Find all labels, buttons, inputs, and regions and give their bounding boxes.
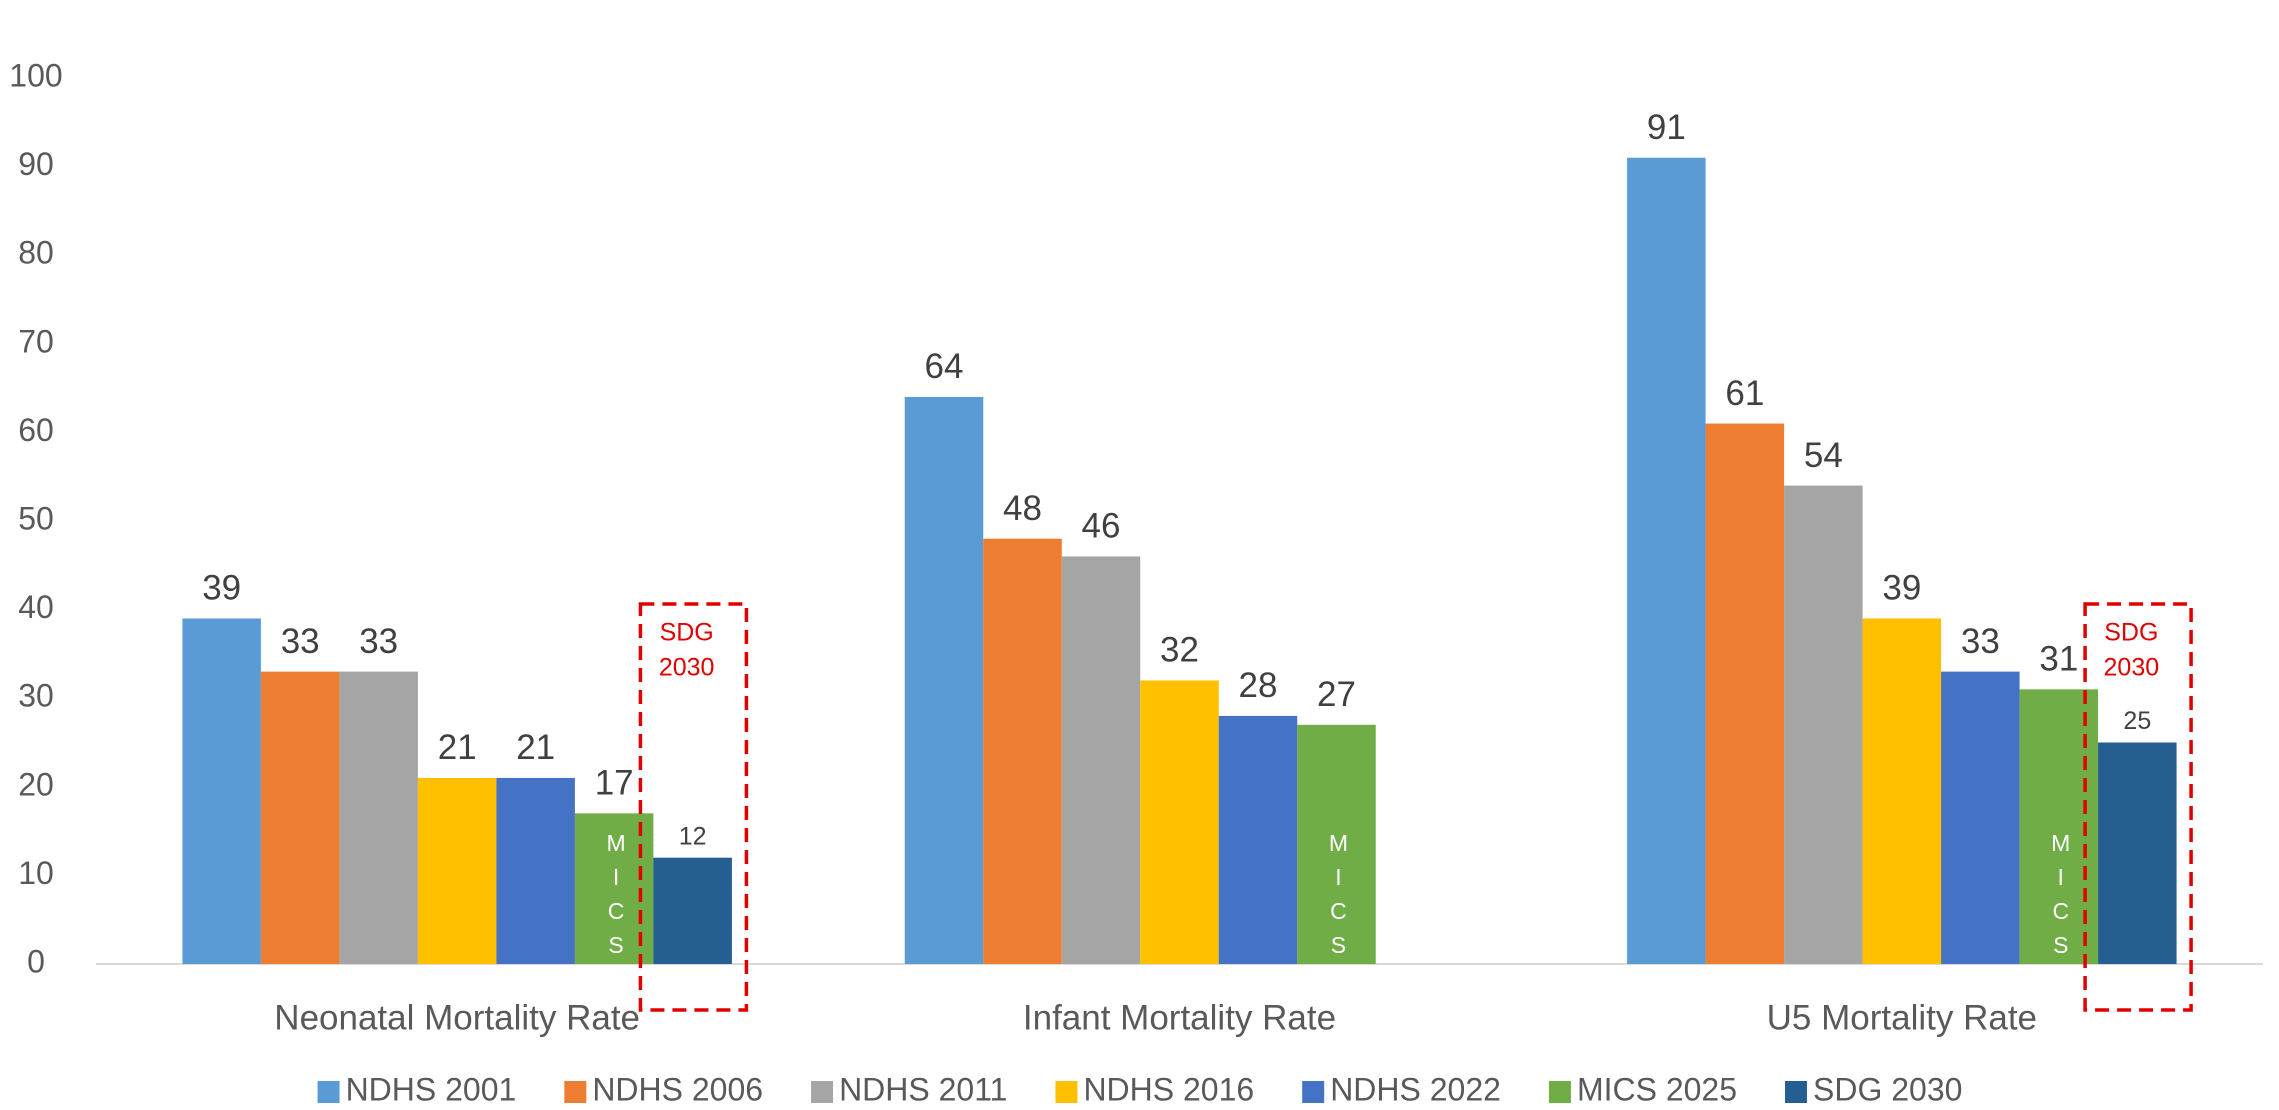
legend-swatch [1549, 1081, 1571, 1103]
sdg-label: SDG [2104, 619, 2158, 647]
value-label: 91 [1647, 108, 1686, 147]
value-label: 31 [2039, 640, 2078, 679]
legend-label: NDHS 2001 [346, 1071, 517, 1107]
y-tick-label: 50 [18, 500, 54, 536]
sdg-label: SDG [660, 619, 714, 647]
bar [2098, 743, 2177, 965]
y-tick-label: 20 [18, 766, 54, 802]
sdg-label: 2030 [2104, 654, 2160, 682]
y-tick-label: 40 [18, 589, 54, 625]
value-label: 17 [595, 764, 634, 803]
value-label: 33 [359, 622, 398, 661]
legend-label: NDHS 2022 [1330, 1071, 1501, 1107]
legend-label: NDHS 2011 [839, 1071, 1007, 1107]
value-label: 39 [202, 569, 241, 608]
bar [1863, 618, 1942, 964]
legend-swatch [1055, 1081, 1077, 1103]
value-label: 12 [679, 822, 707, 850]
legend-swatch [811, 1081, 833, 1103]
value-label: 54 [1804, 436, 1843, 475]
mics-label: MICS [603, 830, 629, 966]
y-tick-label: 100 [9, 57, 62, 93]
bar [339, 672, 418, 964]
bar [1140, 680, 1219, 964]
mics-label: MICS [1325, 830, 1351, 966]
legend-label: SDG 2030 [1813, 1071, 1962, 1107]
y-tick-label: 80 [18, 235, 54, 271]
value-label: 64 [925, 347, 964, 386]
value-label: 48 [1003, 489, 1042, 528]
x-tick-label: U5 Mortality Rate [1767, 998, 2037, 1037]
value-label: 28 [1239, 666, 1278, 705]
value-label: 27 [1317, 675, 1356, 714]
legend-label: NDHS 2006 [592, 1071, 763, 1107]
value-label: 39 [1882, 569, 1921, 608]
legend-swatch [1302, 1081, 1324, 1103]
y-tick-label: 90 [18, 146, 54, 182]
bar [983, 539, 1062, 964]
y-tick-label: 0 [27, 943, 45, 979]
value-label: 33 [1961, 622, 2000, 661]
mics-label: MICS [2048, 830, 2074, 966]
x-tick-label: Neonatal Mortality Rate [274, 998, 640, 1037]
bar [1219, 716, 1298, 964]
value-label: 61 [1725, 374, 1764, 413]
y-tick-label: 10 [18, 855, 54, 891]
legend-swatch [318, 1081, 340, 1103]
value-label: 25 [2123, 707, 2151, 735]
sdg-label: 2030 [659, 654, 715, 682]
legend-swatch [564, 1081, 586, 1103]
y-tick-label: 60 [18, 412, 54, 448]
legend-label: MICS 2025 [1577, 1071, 1737, 1107]
value-label: 21 [516, 728, 555, 767]
legend-label: NDHS 2016 [1083, 1071, 1254, 1107]
y-tick-label: 70 [18, 323, 54, 359]
bar [653, 858, 732, 964]
bar [1941, 672, 2020, 964]
y-tick-label: 30 [18, 678, 54, 714]
x-tick-label: Infant Mortality Rate [1023, 998, 1336, 1037]
legend-swatch [1785, 1081, 1807, 1103]
value-label: 33 [281, 622, 320, 661]
bar [182, 618, 261, 964]
bar [1627, 158, 1706, 964]
bar [496, 778, 574, 964]
bar [1062, 556, 1141, 964]
bar [1784, 486, 1863, 964]
value-label: 21 [438, 728, 477, 767]
value-label: 32 [1160, 631, 1199, 670]
bar [261, 672, 340, 964]
value-label: 46 [1082, 507, 1121, 546]
legend: NDHS 2001 NDHS 2006 NDHS 2011 NDHS 2016 NDHS… [318, 1071, 1963, 1107]
bar [1706, 424, 1785, 964]
bar [418, 778, 497, 964]
bar [905, 397, 984, 964]
chart: 0102030405060708090100Neonatal Mortality… [0, 0, 2279, 1110]
